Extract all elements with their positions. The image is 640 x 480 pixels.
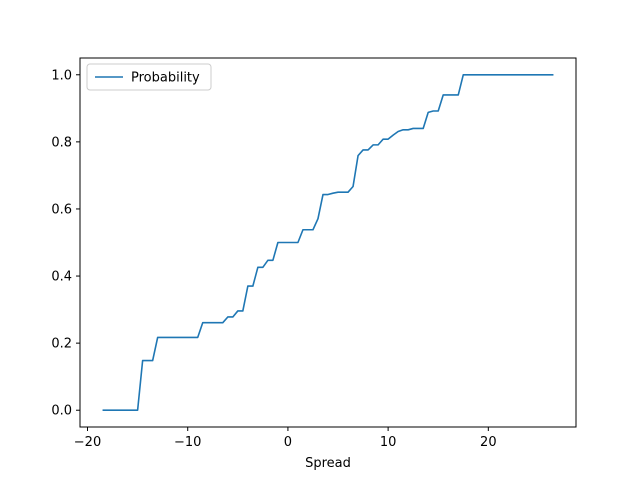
- y-tick-label: 0.8: [51, 135, 72, 150]
- plot-area: [79, 57, 577, 428]
- axes-frame: [79, 57, 577, 428]
- legend-label-probability: Probability: [131, 71, 200, 86]
- legend: Probability: [86, 63, 212, 91]
- y-tick-label: 0.6: [51, 202, 72, 217]
- y-tick-label: 0.4: [51, 270, 72, 285]
- y-axis-ticks: 0.0 0.2 0.4 0.6 0.8 1.0: [51, 68, 80, 419]
- x-axis-label: Spread: [305, 456, 351, 471]
- x-axis-ticks: −20 −10 0 10 20: [74, 427, 497, 450]
- x-tick-label: −20: [74, 435, 101, 450]
- series-line-probability: [102, 73, 554, 412]
- x-tick-label: 20: [480, 435, 497, 450]
- x-tick-label: 10: [380, 435, 397, 450]
- x-tick-label: −10: [174, 435, 201, 450]
- y-tick-label: 1.0: [51, 68, 72, 83]
- legend-box: [86, 63, 212, 91]
- x-tick-label: 0: [284, 435, 292, 450]
- y-tick-label: 0.0: [51, 404, 72, 419]
- y-tick-label: 0.2: [51, 337, 72, 352]
